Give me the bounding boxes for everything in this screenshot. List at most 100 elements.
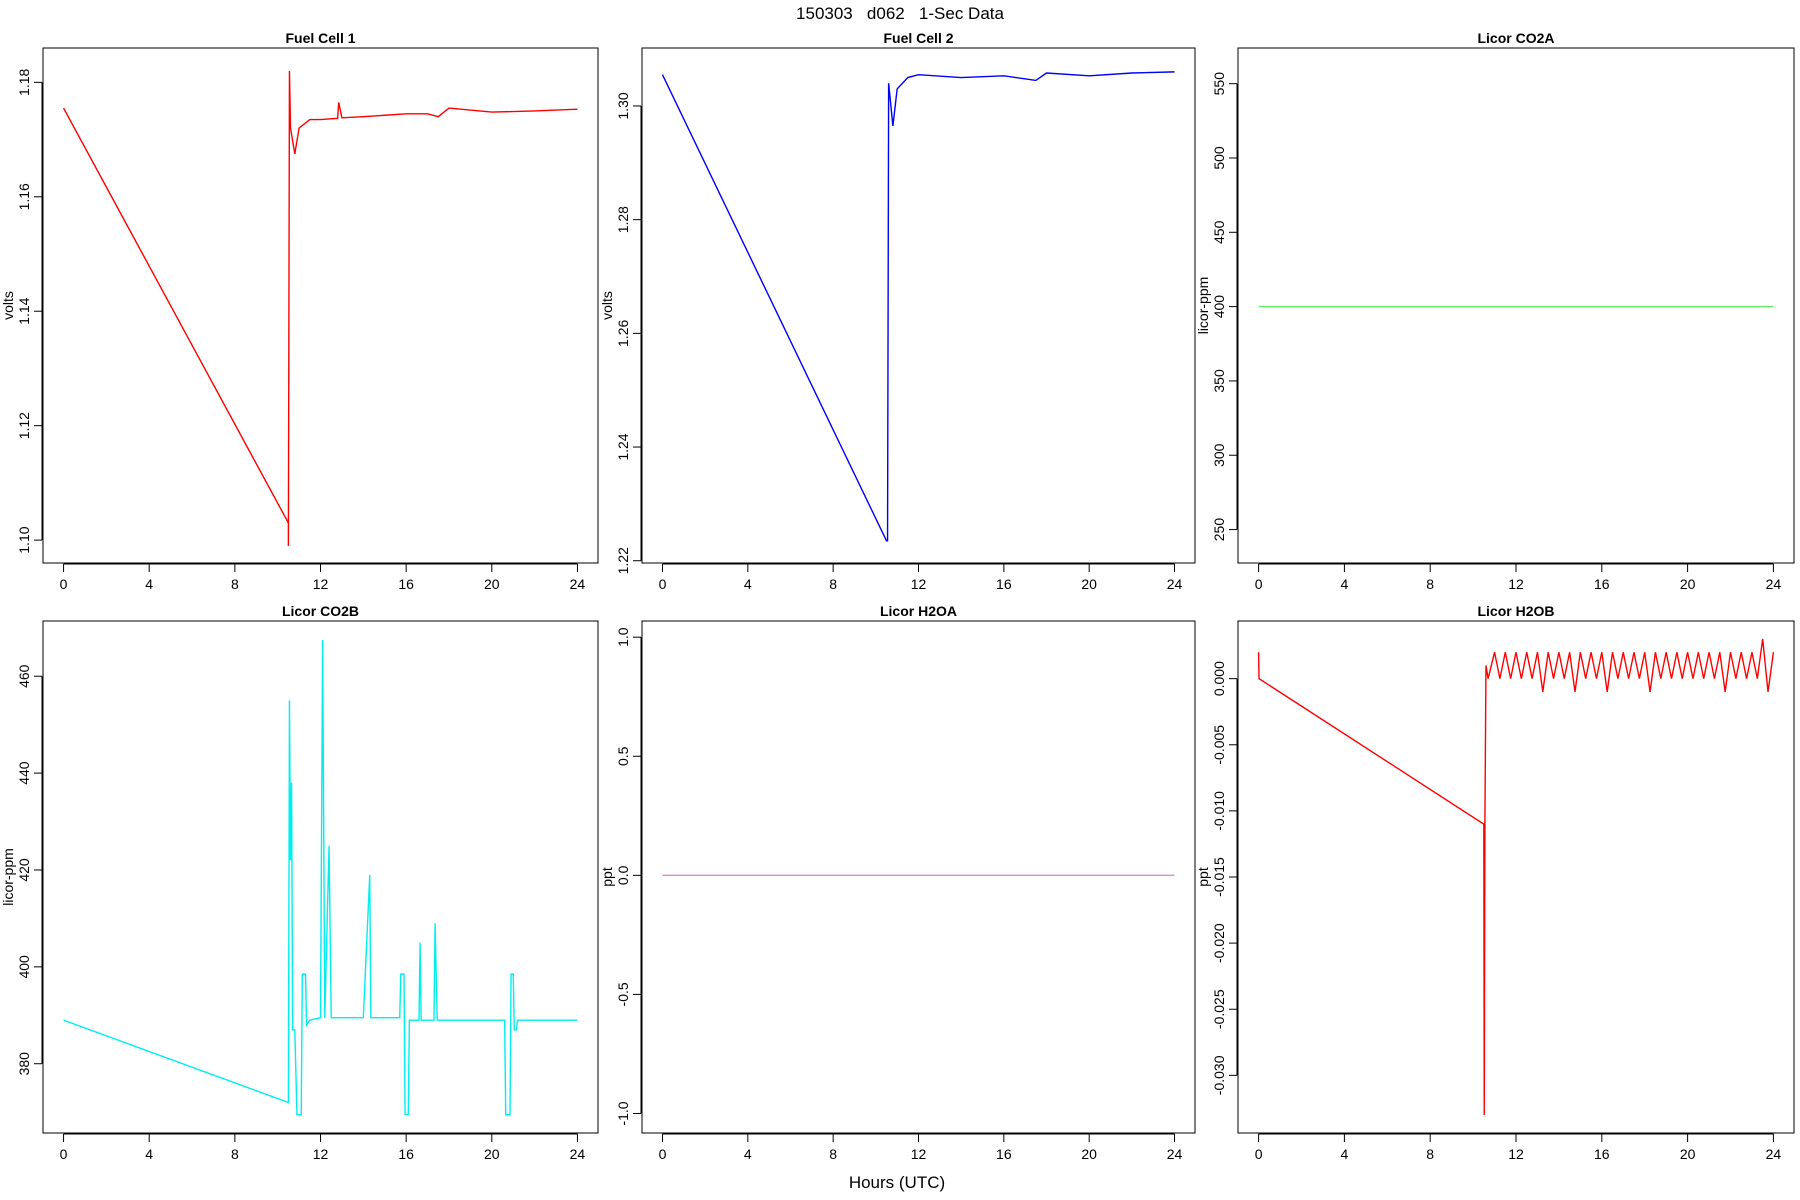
x-tick-label: 12 <box>1508 576 1524 592</box>
x-tick-label: 24 <box>1766 1146 1782 1162</box>
y-tick-label: 1.22 <box>615 547 631 574</box>
y-tick-label: 350 <box>1211 369 1227 393</box>
x-tick-label: 4 <box>1340 576 1348 592</box>
x-tick-label: 16 <box>996 576 1012 592</box>
x-tick-label: 8 <box>829 576 837 592</box>
y-tick-label: 0.5 <box>615 746 631 766</box>
y-axis-label: ppt <box>599 867 615 887</box>
y-tick-label: 1.16 <box>16 183 32 210</box>
x-tick-label: 8 <box>1426 576 1434 592</box>
data-line <box>62 70 578 546</box>
panel: Licor CO2B 0 4 8 12 16 20 24 380 400 420 440 460 lico… <box>0 603 599 1162</box>
panel-title: Licor CO2B <box>282 603 359 619</box>
panel-title: Licor H2OA <box>880 603 957 619</box>
x-tick-label: 20 <box>1680 1146 1696 1162</box>
panel: Licor H2OB 0 4 8 12 16 20 24 -0.030 -0.025 -0.020 -… <box>1195 603 1795 1162</box>
x-tick-label: 8 <box>231 576 239 592</box>
x-tick-label: 0 <box>60 1146 68 1162</box>
x-tick-label: 20 <box>484 1146 500 1162</box>
y-tick-label: -0.015 <box>1211 857 1227 897</box>
y-tick-label: 1.28 <box>615 206 631 233</box>
y-tick-label: -0.010 <box>1211 791 1227 831</box>
x-tick-label: 20 <box>1081 576 1097 592</box>
panel-title: Fuel Cell 2 <box>883 30 953 46</box>
y-tick-label: 1.10 <box>16 526 32 553</box>
panel-title: Licor CO2A <box>1477 30 1554 46</box>
y-tick-label: 1.12 <box>16 412 32 439</box>
y-tick-label: -0.020 <box>1211 923 1227 963</box>
y-tick-label: -0.025 <box>1211 989 1227 1029</box>
x-tick-label: 12 <box>313 576 329 592</box>
x-tick-label: 16 <box>398 576 414 592</box>
x-tick-label: 24 <box>1766 576 1782 592</box>
y-tick-label: 300 <box>1211 443 1227 467</box>
data-line <box>63 639 578 1116</box>
y-tick-label: 380 <box>16 1052 32 1076</box>
y-tick-label: 400 <box>1211 295 1227 319</box>
y-tick-label: 500 <box>1211 146 1227 170</box>
plot-frame <box>1237 47 1795 564</box>
x-tick-label: 12 <box>911 1146 927 1162</box>
figure-title: 150303 d062 1-Sec Data <box>796 4 1004 23</box>
y-tick-label: 450 <box>1211 220 1227 244</box>
x-tick-label: 0 <box>60 576 68 592</box>
x-tick-label: 12 <box>911 576 927 592</box>
x-tick-label: 0 <box>1255 576 1263 592</box>
y-axis-label: volts <box>0 291 16 320</box>
y-tick-label: 1.26 <box>615 320 631 347</box>
x-tick-label: 16 <box>1594 1146 1610 1162</box>
panel: Licor CO2A 0 4 8 12 16 20 24 250 300 350 400 450 500 5… <box>1195 30 1795 592</box>
x-tick-label: 4 <box>744 576 752 592</box>
x-tick-label: 0 <box>659 1146 667 1162</box>
x-tick-label: 0 <box>659 576 667 592</box>
x-tick-label: 4 <box>1340 1146 1348 1162</box>
y-tick-label: -1.0 <box>615 1101 631 1125</box>
panel-title: Fuel Cell 1 <box>285 30 355 46</box>
y-axis-label: licor-ppm <box>0 848 16 906</box>
x-tick-label: 4 <box>145 576 153 592</box>
x-tick-label: 4 <box>145 1146 153 1162</box>
y-tick-label: -0.030 <box>1211 1055 1227 1095</box>
plot-frame <box>1237 620 1795 1134</box>
x-axis-label: Hours (UTC) <box>849 1173 945 1192</box>
y-tick-label: 1.0 <box>615 627 631 647</box>
panel: Fuel Cell 2 0 4 8 12 16 20 24 1.22 1.24 1.26 1.28 1.… <box>599 30 1196 592</box>
x-tick-label: 24 <box>570 576 586 592</box>
y-axis-label: volts <box>599 291 615 320</box>
panel-title: Licor H2OB <box>1477 603 1554 619</box>
y-tick-label: 440 <box>16 761 32 785</box>
x-tick-label: 8 <box>829 1146 837 1162</box>
y-tick-label: 1.14 <box>16 297 32 324</box>
x-tick-label: 24 <box>1167 1146 1183 1162</box>
x-tick-label: 4 <box>744 1146 752 1162</box>
plot-frame <box>641 47 1196 564</box>
y-tick-label: -0.005 <box>1211 725 1227 765</box>
y-tick-label: 1.30 <box>615 92 631 119</box>
x-tick-label: 0 <box>1255 1146 1263 1162</box>
y-tick-label: 1.24 <box>615 433 631 460</box>
y-axis-label: ppt <box>1195 867 1211 887</box>
y-tick-label: 0.000 <box>1211 661 1227 696</box>
plot-frame <box>641 620 1196 1134</box>
plot-frame <box>42 620 599 1134</box>
x-tick-label: 20 <box>1081 1146 1097 1162</box>
data-line <box>661 71 1175 542</box>
x-tick-label: 8 <box>1426 1146 1434 1162</box>
x-tick-label: 16 <box>398 1146 414 1162</box>
y-tick-label: 400 <box>16 955 32 979</box>
x-tick-label: 24 <box>570 1146 586 1162</box>
x-tick-label: 8 <box>231 1146 239 1162</box>
x-tick-label: 24 <box>1167 576 1183 592</box>
y-tick-label: 250 <box>1211 518 1227 542</box>
x-tick-label: 16 <box>996 1146 1012 1162</box>
y-tick-label: 460 <box>16 664 32 688</box>
x-tick-label: 12 <box>313 1146 329 1162</box>
x-tick-label: 12 <box>1508 1146 1524 1162</box>
data-line <box>1257 638 1775 1116</box>
y-tick-label: 1.18 <box>16 68 32 95</box>
panel: Licor H2OA 0 4 8 12 16 20 24 -1.0 -0.5 0.0 0.5 1.0 pp… <box>599 603 1196 1162</box>
x-tick-label: 20 <box>1680 576 1696 592</box>
y-tick-label: -0.5 <box>615 982 631 1006</box>
y-tick-label: 420 <box>16 858 32 882</box>
